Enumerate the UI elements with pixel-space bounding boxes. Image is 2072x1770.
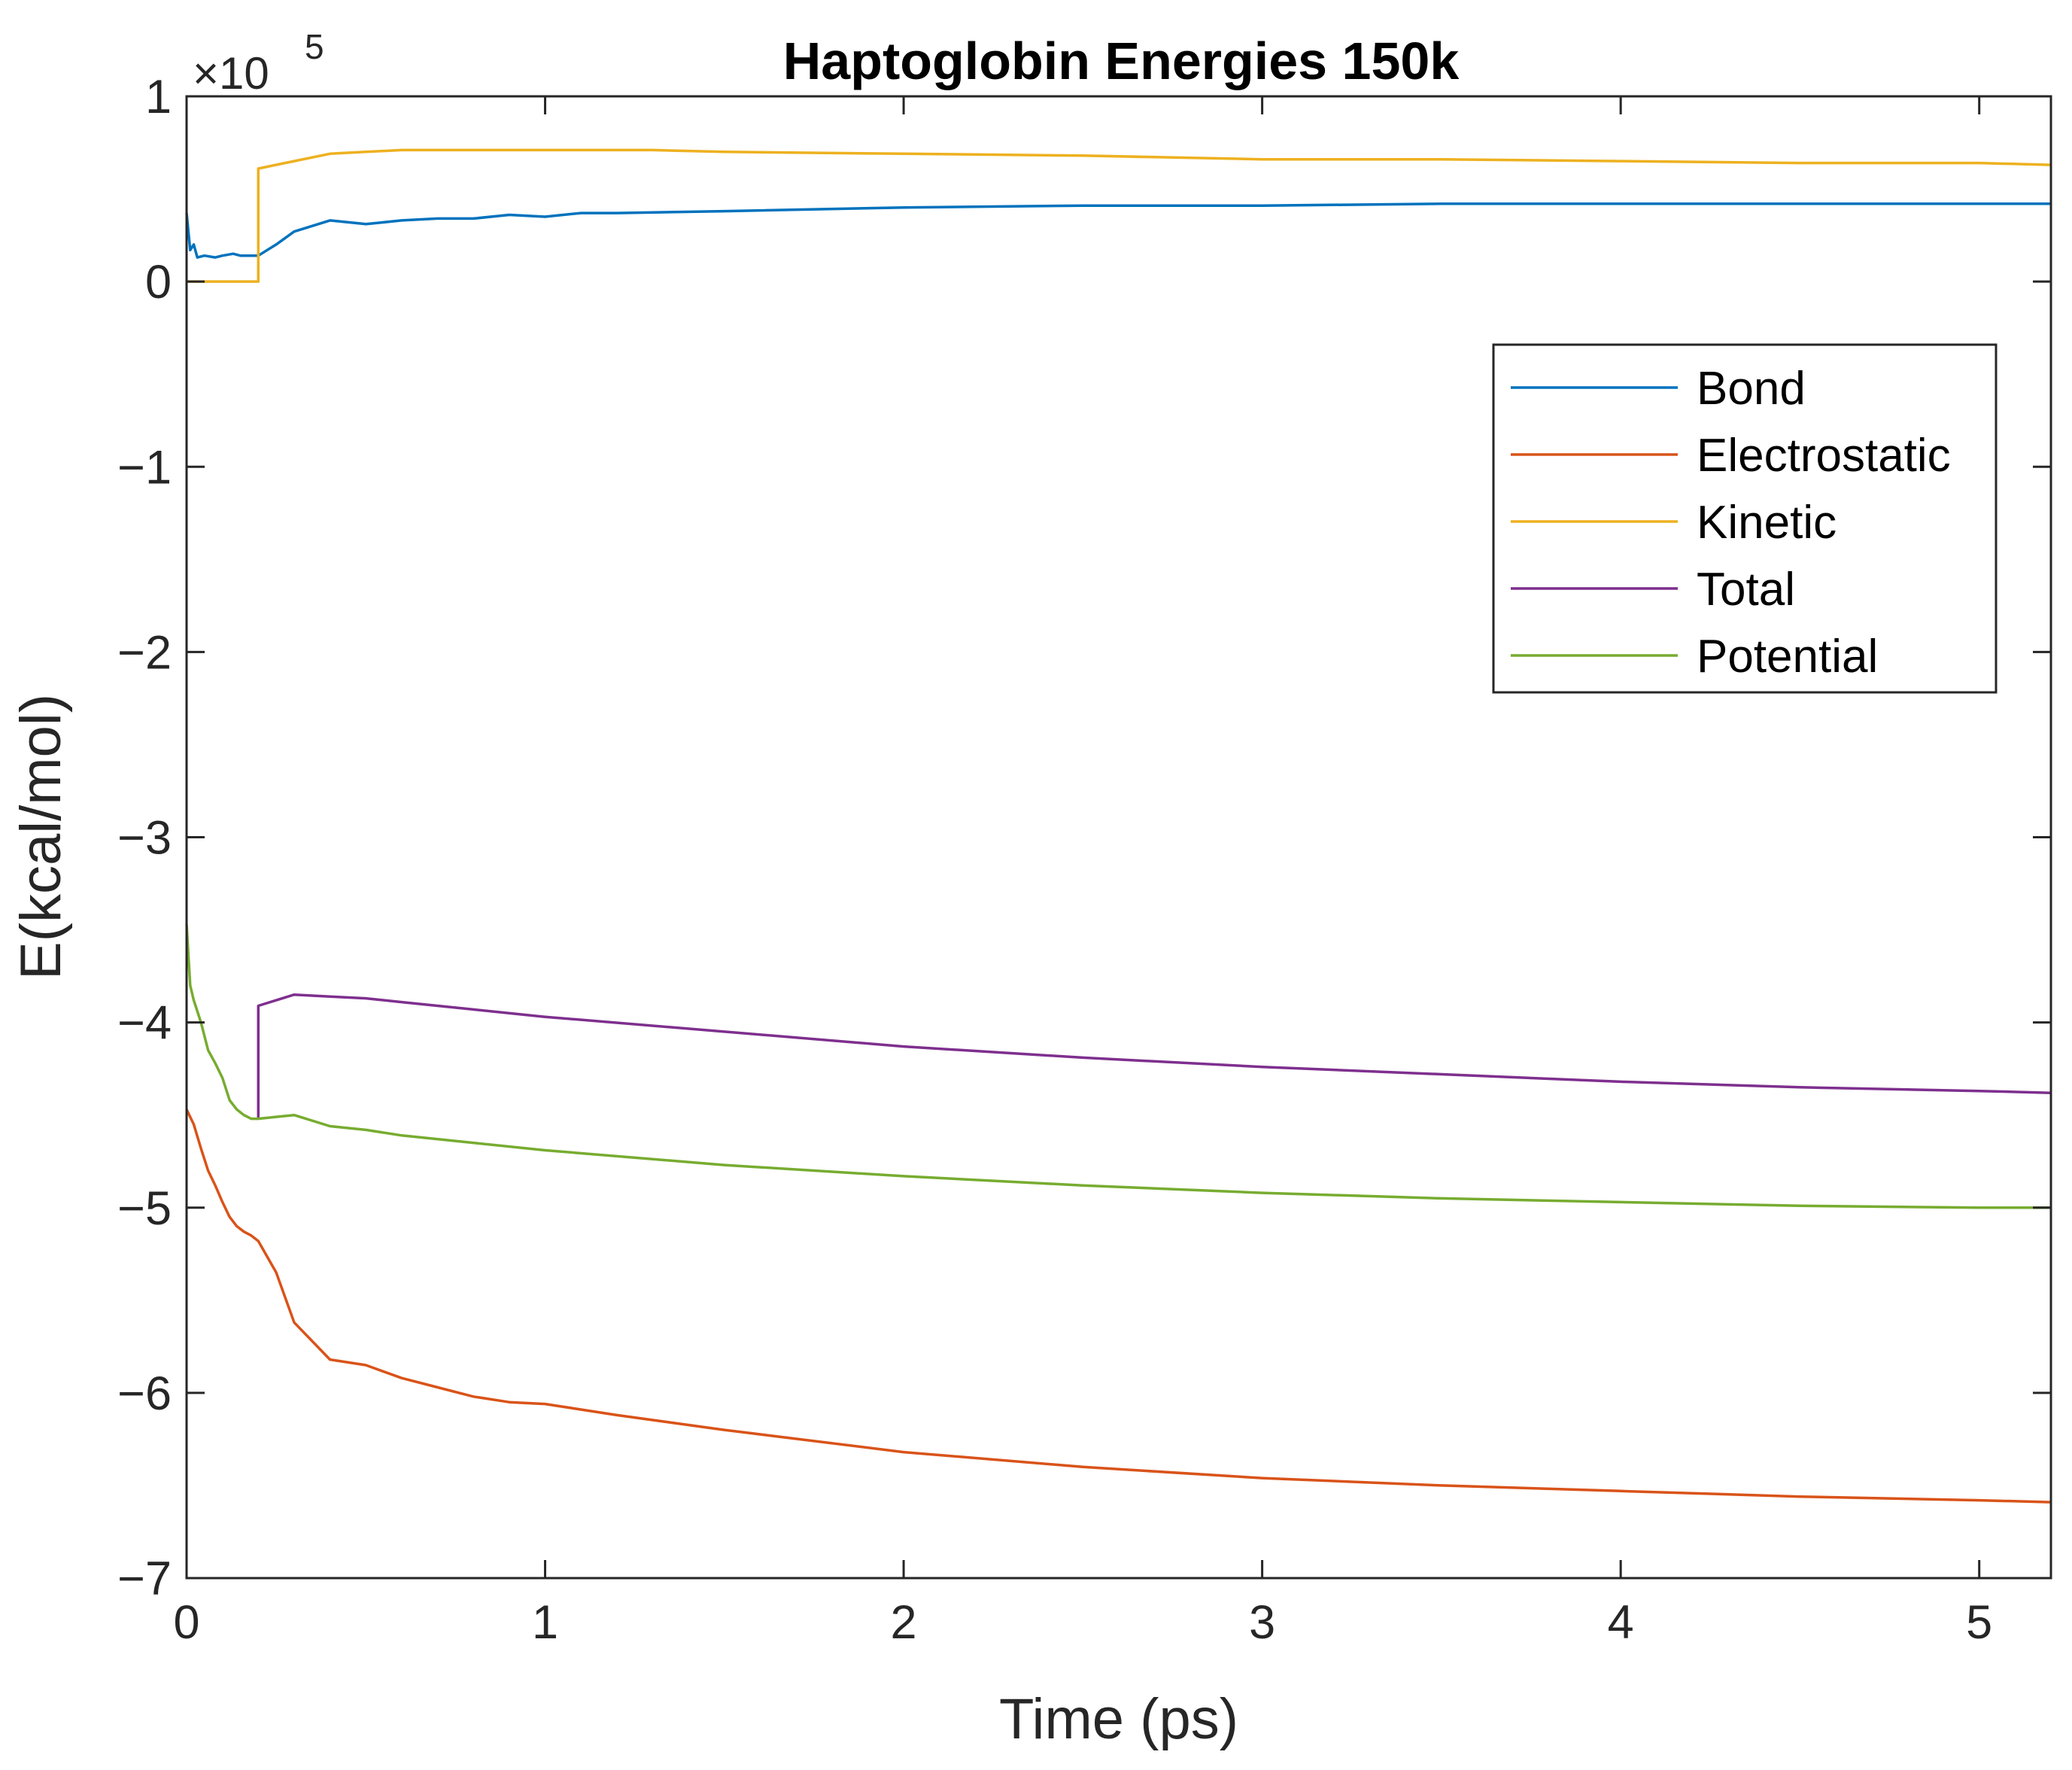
y-multiplier: ×10 5 [193,27,324,99]
x-tick-label: 0 [173,1596,199,1649]
y-tick-label: 0 [145,256,172,309]
y-tick-label: −6 [117,1367,172,1420]
y-multiplier-base: ×10 [193,48,269,99]
series-line-electrostatic [185,1109,2052,1504]
y-tick-label: −7 [117,1553,172,1605]
y-tick-label: −3 [117,812,172,865]
chart-title: Haptoglobin Energies 150k [783,32,1460,90]
legend-label-kinetic: Kinetic [1697,497,1837,549]
legend-label-electrostatic: Electrostatic [1697,430,1951,482]
y-axis-label: E(kcal/mol) [9,694,73,980]
plot-data [185,148,2052,1504]
x-axis-label: Time (ps) [999,1687,1238,1751]
legend: Bond Electrostatic Kinetic Total Potential [1492,343,1998,694]
y-tick-label: −4 [117,997,172,1050]
axis-ticks: 0 1 2 3 4 5 1 0 −1 −2 −3 −4 −5 −6 −7 [117,71,2051,1649]
series-line-bond [185,202,2051,259]
legend-label-potential: Potential [1697,631,1878,683]
x-tick-label: 3 [1249,1596,1275,1649]
x-tick-label: 5 [1966,1596,1992,1649]
y-tick-label: −5 [117,1182,172,1235]
y-tick-label: −1 [117,441,172,494]
y-tick-label: −2 [117,626,172,679]
series-line-total [257,993,2052,1119]
legend-label-bond: Bond [1697,363,1806,415]
y-tick-label: 1 [145,71,172,123]
legend-label-total: Total [1697,564,1795,616]
x-tick-label: 4 [1608,1596,1634,1649]
x-tick-label: 1 [532,1596,558,1649]
legend-box [1492,343,1998,694]
series-line-potential [185,924,2051,1209]
series-line-kinetic [187,148,2052,283]
x-tick-label: 2 [891,1596,917,1649]
y-multiplier-exponent: 5 [305,27,324,66]
